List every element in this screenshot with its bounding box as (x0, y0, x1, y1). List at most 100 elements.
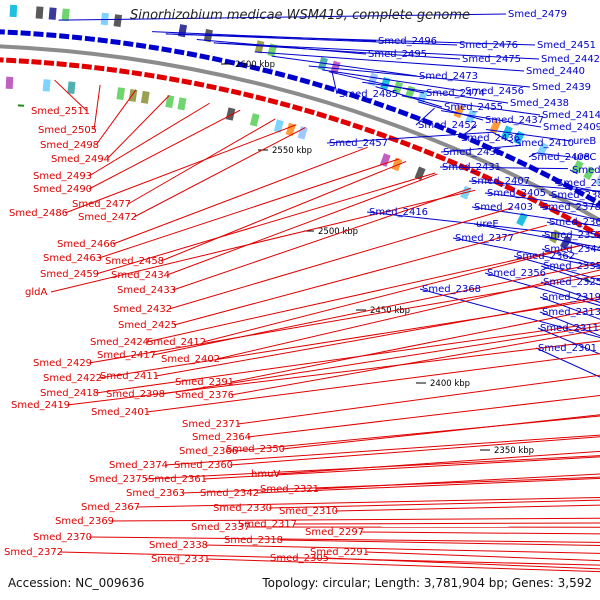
forward-gene-label[interactable]: Smed_2368 (422, 284, 481, 295)
reverse-gene-label[interactable]: Smed_2337 (191, 522, 250, 533)
forward-gene-label[interactable]: Smed_2438 (510, 98, 569, 109)
forward-gene-label[interactable]: Smed_2362 (516, 251, 575, 262)
reverse-gene-label[interactable]: Smed_2367 (81, 502, 140, 513)
forward-gene-label[interactable]: Smed_2414 (542, 110, 600, 121)
reverse-gene-label[interactable]: Smed_2498 (40, 140, 99, 151)
reverse-gene-label[interactable]: Smed_2490 (33, 184, 92, 195)
reverse-gene-label[interactable]: Smed_2369 (55, 516, 114, 527)
reverse-gene-label[interactable]: Smed_2412 (147, 337, 206, 348)
reverse-gene-label[interactable]: Smed_2458 (105, 256, 164, 267)
reverse-gene-label[interactable]: Smed_2360 (174, 460, 233, 471)
forward-gene-label[interactable]: Smed_2495 (368, 49, 427, 60)
reverse-gene-label[interactable]: Smed_2433 (117, 285, 176, 296)
reverse-gene-label[interactable]: Smed_2418 (40, 388, 99, 399)
forward-gene-label[interactable]: Smed_2442 (541, 54, 600, 65)
forward-gene-label[interactable]: Smed_2474 (426, 88, 485, 99)
forward-gene-label[interactable]: Smed_2485 (339, 89, 398, 100)
reverse-gene-label[interactable]: Smed_2472 (78, 212, 137, 223)
reverse-gene-label[interactable]: Smed_2291 (310, 547, 369, 558)
reverse-gene-label[interactable]: Smed_2305 (270, 553, 329, 564)
forward-gene-label[interactable]: Smed_2325 (543, 277, 600, 288)
forward-gene-label[interactable]: Smed_2365 (549, 217, 600, 228)
reverse-gene-label[interactable]: Smed_2297 (305, 527, 364, 538)
reverse-gene-label[interactable]: Smed_2417 (97, 350, 156, 361)
reverse-gene-label[interactable]: Smed_2401 (91, 407, 150, 418)
forward-gene-label[interactable]: Smed_2431 (442, 162, 501, 173)
forward-gene-label[interactable]: Smed_2435 (443, 147, 502, 158)
reverse-gene-label[interactable]: Smed_2366 (179, 446, 238, 457)
reverse-gene-label[interactable]: Smed_2350 (226, 444, 285, 455)
forward-gene-label[interactable]: Smed_2313 (542, 307, 600, 318)
reverse-gene-label[interactable]: Smed_2493 (33, 171, 92, 182)
forward-gene-label[interactable]: Smed_2455 (444, 102, 503, 113)
reverse-gene-label[interactable]: Smed_2342 (200, 488, 259, 499)
reverse-gene-label[interactable]: Smed_2331 (151, 554, 210, 565)
forward-gene-label[interactable]: Smed_2352 (544, 230, 600, 241)
reverse-gene-label[interactable]: Smed_2398 (106, 389, 165, 400)
reverse-gene-label[interactable]: Smed_2338 (149, 540, 208, 551)
reverse-gene-label[interactable]: Smed_2511 (31, 106, 90, 117)
forward-gene-label[interactable]: Smed_2403 (474, 202, 533, 213)
forward-gene-label[interactable]: Smed_2405 (487, 188, 546, 199)
forward-gene-label[interactable]: Smed_2473 (419, 71, 478, 82)
reverse-gene-label[interactable]: Smed_2370 (33, 532, 92, 543)
reverse-gene-label[interactable]: Smed_2391 (175, 377, 234, 388)
reverse-gene-label[interactable]: Smed_2459 (40, 269, 99, 280)
forward-gene-label[interactable]: Smed_2407 (471, 176, 530, 187)
forward-gene-label[interactable]: Smed_2479 (508, 9, 567, 20)
forward-gene-label[interactable]: Smed_2378 (542, 202, 600, 213)
forward-gene-label[interactable]: Smed_2409 (543, 122, 600, 133)
reverse-gene-label[interactable]: Smed_2411 (100, 371, 159, 382)
reverse-gene-label[interactable]: Smed_2477 (72, 199, 131, 210)
forward-gene-label[interactable]: Smed_2451 (537, 40, 596, 51)
reverse-gene-label[interactable]: Smed_2463 (43, 253, 102, 264)
reverse-gene-label[interactable]: Smed_2494 (51, 154, 110, 165)
reverse-gene-label[interactable]: Smed_2363 (126, 488, 185, 499)
reverse-gene-label[interactable]: Smed_2429 (33, 358, 92, 369)
forward-gene-label[interactable]: Smed_2437 (485, 115, 544, 126)
reverse-gene-label[interactable]: Smed_2422 (43, 373, 102, 384)
forward-gene-label[interactable]: Smed_2381 (557, 178, 600, 189)
forward-gene-label[interactable]: Smed_2456 (465, 86, 524, 97)
reverse-gene-label[interactable]: Smed_2375 (89, 474, 148, 485)
reverse-gene-label[interactable]: Smed_2402 (161, 354, 220, 365)
forward-gene-label[interactable]: Smed_2452 (418, 120, 477, 131)
reverse-gene-label[interactable]: Smed_2317 (238, 519, 297, 530)
forward-gene-label[interactable]: Smed_2408 (531, 152, 590, 163)
reverse-gene-label[interactable]: Smed_2372 (4, 547, 63, 558)
reverse-gene-label[interactable]: Smed_2374 (109, 460, 168, 471)
forward-gene-label[interactable]: Smed_2410 (515, 138, 574, 149)
forward-gene-label[interactable]: Smed_2496 (378, 36, 437, 47)
reverse-gene-label[interactable]: Smed_2364 (192, 432, 251, 443)
forward-gene-label[interactable]: Smed_2436 (461, 133, 520, 144)
reverse-gene-label[interactable]: Smed_2424 (90, 337, 149, 348)
forward-gene-label[interactable]: Smed_2380 (551, 190, 600, 201)
reverse-gene-label[interactable]: Smed_2419 (11, 400, 70, 411)
reverse-gene-label[interactable]: Smed_2371 (182, 419, 241, 430)
forward-gene-label[interactable]: Smed_2382 (572, 165, 600, 176)
reverse-gene-label[interactable]: Smed_2321 (260, 484, 319, 495)
forward-gene-label[interactable]: Smed_2457 (329, 138, 388, 149)
reverse-gene-label[interactable]: Smed_2505 (38, 125, 97, 136)
reverse-gene-label[interactable]: Smed_2318 (224, 535, 283, 546)
forward-gene-label[interactable]: Smed_2356 (487, 268, 546, 279)
forward-gene-label[interactable]: Smed_2377 (455, 233, 514, 244)
forward-gene-label[interactable]: Smed_2344 (544, 244, 600, 255)
forward-gene-label[interactable]: Smed_2416 (369, 207, 428, 218)
forward-gene-label[interactable]: Smed_2439 (532, 82, 591, 93)
reverse-gene-label[interactable]: Smed_2376 (175, 390, 234, 401)
forward-gene-label[interactable]: Smed_2440 (526, 66, 585, 77)
reverse-gene-label[interactable]: Smed_2432 (113, 304, 172, 315)
forward-gene-label[interactable]: ureE (476, 219, 499, 230)
forward-gene-label[interactable]: Smed_2311 (540, 323, 599, 334)
reverse-gene-label[interactable]: Smed_2361 (148, 474, 207, 485)
forward-gene-label[interactable]: Smed_2301 (538, 343, 597, 354)
forward-gene-label[interactable]: Smed_2475 (462, 54, 521, 65)
forward-gene-label[interactable]: Smed_2319 (542, 292, 600, 303)
reverse-gene-label[interactable]: Smed_2425 (118, 320, 177, 331)
forward-gene-label[interactable]: ureC (573, 152, 596, 163)
forward-gene-label[interactable]: ureB (573, 136, 596, 147)
reverse-gene-label[interactable]: Smed_2330 (213, 503, 272, 514)
reverse-gene-label[interactable]: hmuV (251, 469, 280, 480)
forward-gene-label[interactable]: Smed_2335 (543, 261, 600, 272)
